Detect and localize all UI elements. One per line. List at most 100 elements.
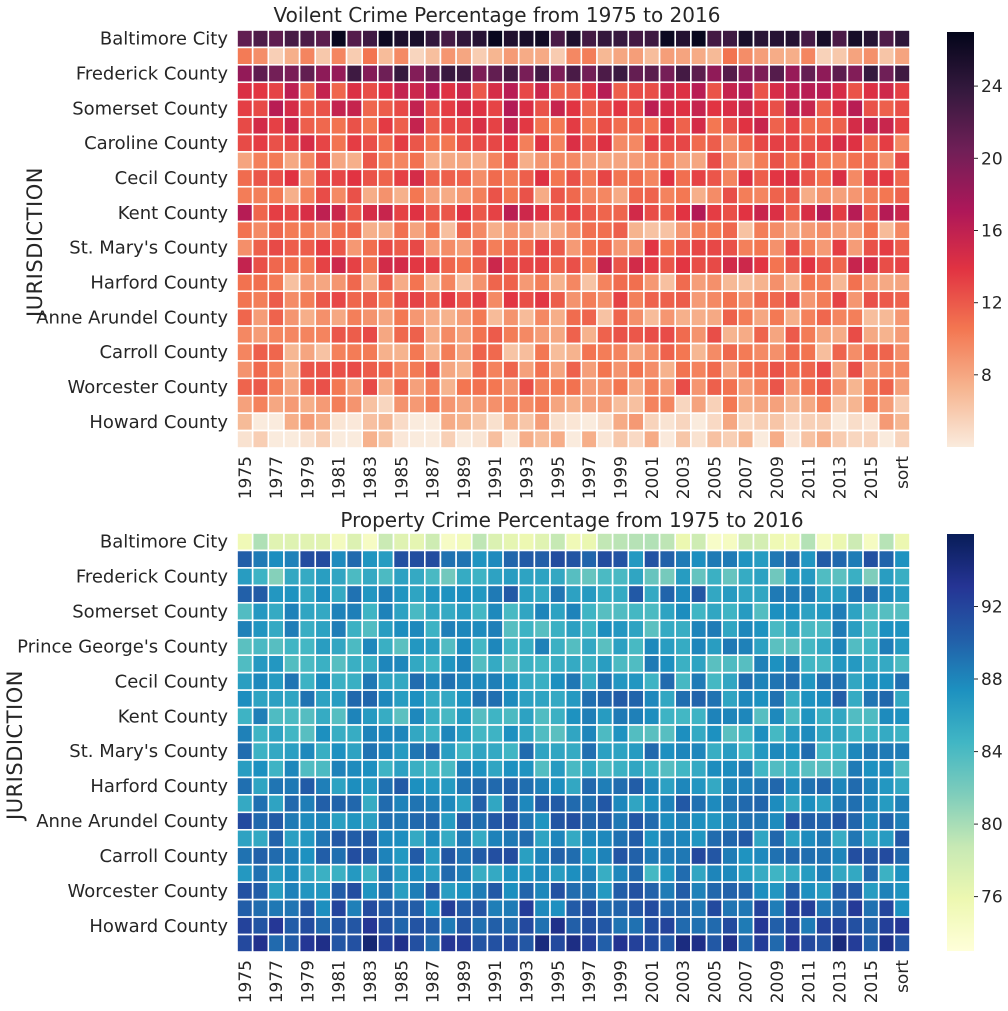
heatmap-cell [596,567,614,587]
heatmap-cell [424,654,442,674]
heatmap-cell [377,881,395,901]
heatmap-cell [611,98,630,118]
heatmap-cell [690,863,708,883]
heatmap-cell [564,881,583,901]
heatmap-cell [705,741,723,761]
heatmap-cell [549,619,567,639]
heatmap-cell [846,724,864,744]
heatmap-cell [768,64,786,84]
heatmap-cell [830,584,849,604]
colorbar-tick-label: 24 [981,77,1003,97]
heatmap-cell [424,185,442,205]
heatmap-cell [549,273,567,293]
heatmap-cell [752,98,770,118]
heatmap-cell [267,377,285,397]
heatmap-cell [533,377,551,397]
heatmap-cell [377,238,395,258]
heatmap-cell [517,549,536,569]
heatmap-cell [283,671,301,691]
heatmap-cell [799,759,817,779]
heatmap-cell [690,846,708,866]
heatmap-cell [799,532,817,552]
heatmap-cell [674,846,692,866]
heatmap-cell [298,220,317,240]
column-tick-label: 1981 [330,456,350,499]
heatmap-cell [627,776,645,796]
colorbar-gradient [947,32,974,447]
heatmap-cell [611,724,630,744]
heatmap-cell [799,881,817,901]
heatmap-cell [408,360,426,380]
heatmap-cell [752,671,770,691]
heatmap-cell [643,394,661,414]
heatmap-cell [846,863,864,883]
heatmap-cell [783,794,802,814]
heatmap-cell [627,325,645,345]
heatmap-cell [549,429,567,449]
heatmap-cell [768,619,786,639]
heatmap-cell [408,567,426,587]
heatmap-cell [377,567,395,587]
heatmap-cell [236,116,254,136]
heatmap-cell [267,360,285,380]
heatmap-cell [721,220,739,240]
heatmap-cell [658,168,677,188]
heatmap-cell [611,898,630,918]
heatmap-cell [549,916,567,936]
heatmap-cell [424,828,442,849]
heatmap-cell [752,549,770,569]
heatmap-cell [877,133,896,153]
heatmap-cell [236,64,254,84]
heatmap-cell [690,429,708,449]
heatmap-cell [298,273,317,293]
heatmap-cell [611,916,630,936]
heatmap-cell [830,689,849,709]
heatmap-cell [251,342,270,362]
heatmap-cell [517,255,536,275]
heatmap-cell [236,567,254,587]
heatmap-cell [690,811,708,831]
heatmap-cell [564,654,583,674]
heatmap-cell [799,342,817,362]
heatmap-cell [799,185,817,205]
heatmap-cell [439,724,457,744]
heatmap-cell [580,238,598,258]
heatmap-cell [783,307,802,327]
heatmap-cell [877,619,896,639]
heatmap-cell [737,794,755,814]
heatmap-cell [815,654,833,674]
heatmap-cell [330,273,348,293]
heatmap-cell [392,776,410,796]
heatmap-cell [564,584,583,604]
heatmap-cell [314,238,332,258]
row-tick-label: St. Mary's County [69,238,228,259]
heatmap-cell [345,64,364,84]
heatmap-cell [799,828,817,849]
heatmap-cell [549,811,567,831]
heatmap-cell [564,325,583,345]
heatmap-cell [596,98,614,118]
heatmap-cell [470,203,489,223]
heatmap-cell [799,933,817,953]
heatmap-cell [424,220,442,240]
heatmap-cell [236,168,254,188]
heatmap-cell [236,863,254,883]
heatmap-cell [877,429,896,449]
heatmap-cell [783,863,802,883]
heatmap-cell [486,220,504,240]
heatmap-cell [283,811,301,831]
heatmap-cell [658,203,677,223]
heatmap-cell [377,532,395,552]
heatmap-cell [298,759,317,779]
heatmap-cell [721,741,739,761]
heatmap-cell [455,828,473,849]
heatmap-cell [267,116,285,136]
heatmap-cell [893,689,911,709]
heatmap-cell [783,706,802,726]
heatmap-cell [862,412,880,432]
heatmap-cell [361,133,379,153]
heatmap-cell [580,307,598,327]
heatmap-cell [549,828,567,849]
heatmap-cell [658,828,677,849]
heatmap-cell [580,220,598,240]
